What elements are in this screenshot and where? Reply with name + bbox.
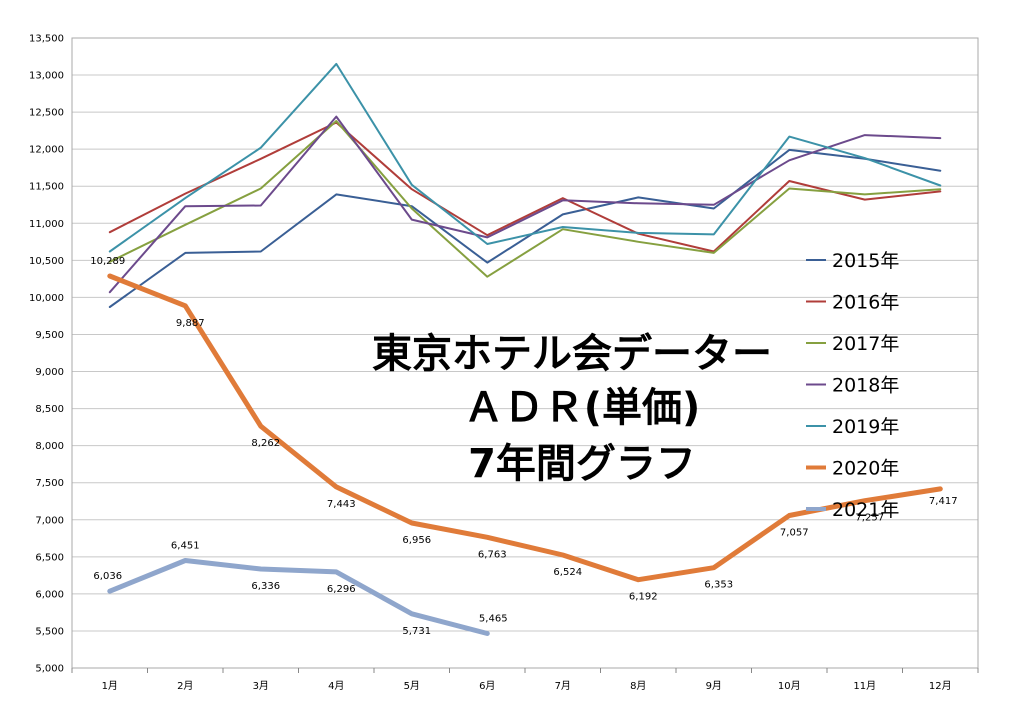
y-tick-label: 13,000	[29, 71, 64, 82]
legend: 2015年 2016年 2017年 2018年 2019年 2020年 2021年	[806, 250, 899, 521]
data-label: 8,262	[251, 438, 280, 449]
legend-label: 2017年	[832, 333, 899, 355]
data-label: 5,465	[479, 614, 508, 625]
y-tick-label: 12,500	[29, 108, 64, 119]
data-label: 6,336	[251, 581, 280, 592]
x-tick-label: 3月	[253, 680, 269, 692]
y-tick-label: 13,500	[29, 34, 64, 45]
data-labels: 10,289 9,887 8,262 7,443 6,956 6,763 6,524 6,19…	[90, 256, 957, 637]
series-line	[108, 120, 942, 278]
title-line-1: 東京ホテル会データー	[372, 331, 772, 377]
legend-label: 2021年	[832, 499, 899, 521]
x-tick-label: 10月	[778, 680, 801, 692]
legend-label: 2015年	[832, 250, 899, 272]
series-line	[108, 62, 942, 253]
y-tick-label: 10,000	[29, 293, 64, 304]
data-label: 6,192	[629, 592, 658, 603]
x-tick-label: 8月	[630, 680, 646, 692]
y-tick-label: 6,500	[35, 552, 64, 563]
series-line	[107, 273, 943, 583]
series-lines	[107, 62, 943, 636]
title-line-3: 7年間グラフ	[468, 441, 696, 487]
data-label: 5,731	[402, 626, 431, 637]
y-tick-label: 9,500	[35, 330, 64, 341]
y-tick-label: 7,000	[35, 515, 64, 526]
data-label: 6,763	[478, 549, 507, 560]
legend-label: 2018年	[832, 375, 899, 397]
data-label: 7,257	[855, 513, 884, 524]
axes: 5,000 5,500 6,000 6,500 7,000 7,500 8,000 8,500…	[29, 34, 979, 692]
y-tick-label: 8,500	[35, 404, 64, 415]
x-tick-label: 4月	[328, 680, 344, 692]
chart-title: 東京ホテル会データー ＡＤＲ(単価) 7年間グラフ	[372, 331, 772, 487]
data-label: 7,417	[929, 496, 958, 507]
y-tick-label: 11,500	[29, 182, 64, 193]
series-line	[107, 558, 490, 636]
y-tick-label: 11,000	[29, 219, 64, 230]
title-line-2: ＡＤＲ(単価)	[464, 385, 701, 431]
data-label: 10,289	[90, 256, 125, 267]
data-label: 6,451	[171, 540, 200, 551]
series-line	[108, 115, 942, 294]
y-tick-label: 5,000	[35, 664, 64, 675]
data-label: 6,956	[402, 535, 431, 546]
x-tick-label: 7月	[555, 680, 571, 692]
x-tick-label: 11月	[853, 680, 876, 692]
data-label: 6,296	[327, 584, 356, 595]
x-tick-label: 1月	[102, 680, 118, 692]
y-tick-label: 7,500	[35, 478, 64, 489]
x-tick-label: 6月	[479, 680, 495, 692]
series-line	[108, 121, 942, 253]
y-tick-label: 9,000	[35, 367, 64, 378]
y-tick-label: 10,500	[29, 256, 64, 267]
x-tick-label: 12月	[929, 680, 952, 692]
data-label: 6,524	[553, 567, 582, 578]
x-tick-label: 9月	[706, 680, 722, 692]
legend-label: 2016年	[832, 292, 899, 314]
data-label: 7,443	[327, 499, 356, 510]
data-label: 6,036	[93, 571, 122, 582]
x-tick-label: 2月	[177, 680, 193, 692]
y-tick-label: 12,000	[29, 145, 64, 156]
data-label: 7,057	[780, 528, 809, 539]
legend-label: 2020年	[832, 458, 899, 480]
x-tick-label: 5月	[404, 680, 420, 692]
y-tick-label: 5,500	[35, 626, 64, 637]
y-tick-label: 8,000	[35, 441, 64, 452]
data-label: 9,887	[176, 318, 205, 329]
legend-label: 2019年	[832, 416, 899, 438]
series-line	[108, 148, 942, 308]
y-tick-label: 6,000	[35, 589, 64, 600]
data-label: 6,353	[704, 580, 733, 591]
